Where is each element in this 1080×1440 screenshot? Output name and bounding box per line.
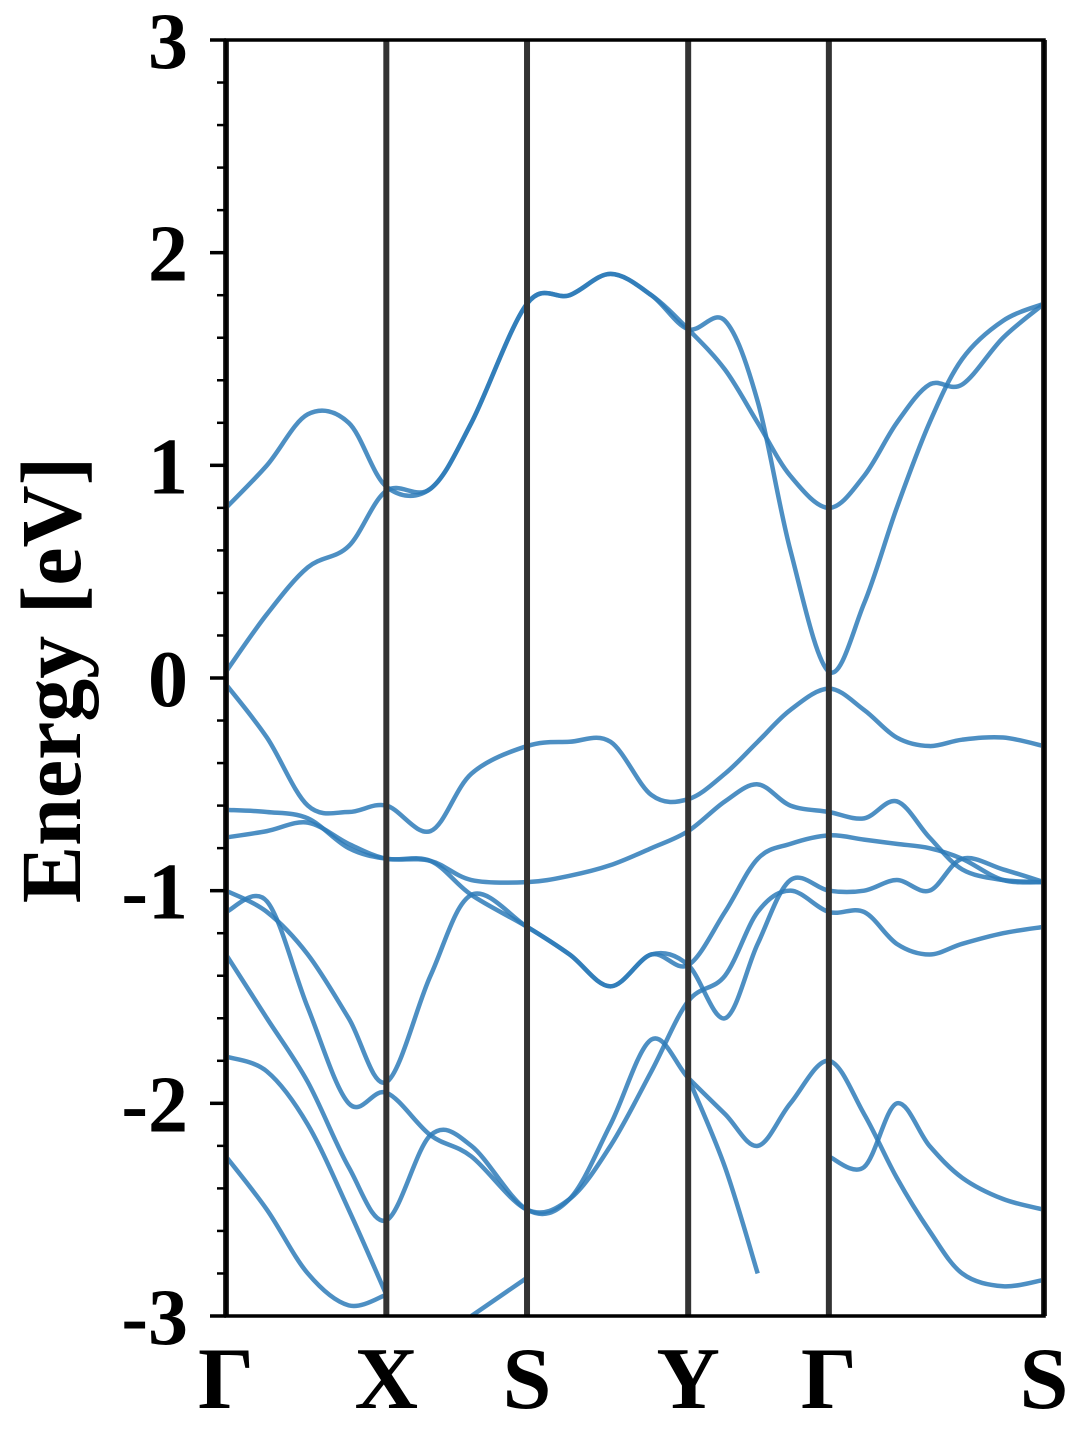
band-line [470,1275,529,1316]
band-line [226,820,1044,989]
band-line [226,782,1044,885]
band-line [226,953,1044,1289]
y-tick-label: 1 [148,423,188,511]
x-tick-label: X [355,1331,419,1428]
band-line [226,855,1044,1085]
band-line [226,1155,388,1309]
band-line [226,1054,389,1296]
bands [226,271,1044,1316]
x-tick-label: S [1020,1331,1069,1428]
y-tick-label: -3 [121,1274,188,1362]
y-tick-label: 2 [148,211,188,299]
y-tick-label: -1 [121,849,188,937]
x-tick-label: Γ [198,1331,254,1428]
band-line [686,1076,760,1275]
band-line [226,683,1044,834]
x-tick-label: Y [656,1331,720,1428]
band-line [226,271,1044,673]
y-tick-label: 0 [148,636,188,724]
x-tick-label: Γ [801,1331,857,1428]
band-line [226,271,1044,675]
x-tick-label: S [503,1331,552,1428]
band-line [827,1101,1044,1212]
plot-frame [224,38,1046,1318]
y-axis-label: Energy [eV] [3,457,99,904]
y-tick-label: 3 [148,0,188,86]
band-line [226,888,1044,1215]
y-tick-label: -2 [121,1061,188,1149]
